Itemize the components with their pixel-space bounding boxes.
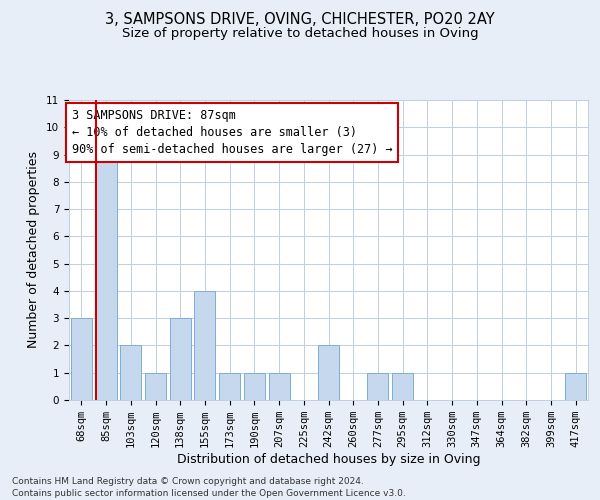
Text: 3, SAMPSONS DRIVE, OVING, CHICHESTER, PO20 2AY: 3, SAMPSONS DRIVE, OVING, CHICHESTER, PO… xyxy=(105,12,495,28)
Bar xyxy=(170,318,191,400)
Bar xyxy=(392,372,413,400)
Bar xyxy=(145,372,166,400)
Bar xyxy=(194,291,215,400)
Bar xyxy=(565,372,586,400)
Text: Contains HM Land Registry data © Crown copyright and database right 2024.
Contai: Contains HM Land Registry data © Crown c… xyxy=(12,476,406,498)
Bar xyxy=(367,372,388,400)
X-axis label: Distribution of detached houses by size in Oving: Distribution of detached houses by size … xyxy=(177,453,480,466)
Text: Size of property relative to detached houses in Oving: Size of property relative to detached ho… xyxy=(122,28,478,40)
Bar xyxy=(269,372,290,400)
Bar xyxy=(318,346,339,400)
Bar xyxy=(95,154,116,400)
Bar xyxy=(71,318,92,400)
Text: 3 SAMPSONS DRIVE: 87sqm
← 10% of detached houses are smaller (3)
90% of semi-det: 3 SAMPSONS DRIVE: 87sqm ← 10% of detache… xyxy=(71,109,392,156)
Bar xyxy=(244,372,265,400)
Bar xyxy=(219,372,240,400)
Bar xyxy=(120,346,141,400)
Y-axis label: Number of detached properties: Number of detached properties xyxy=(28,152,40,348)
